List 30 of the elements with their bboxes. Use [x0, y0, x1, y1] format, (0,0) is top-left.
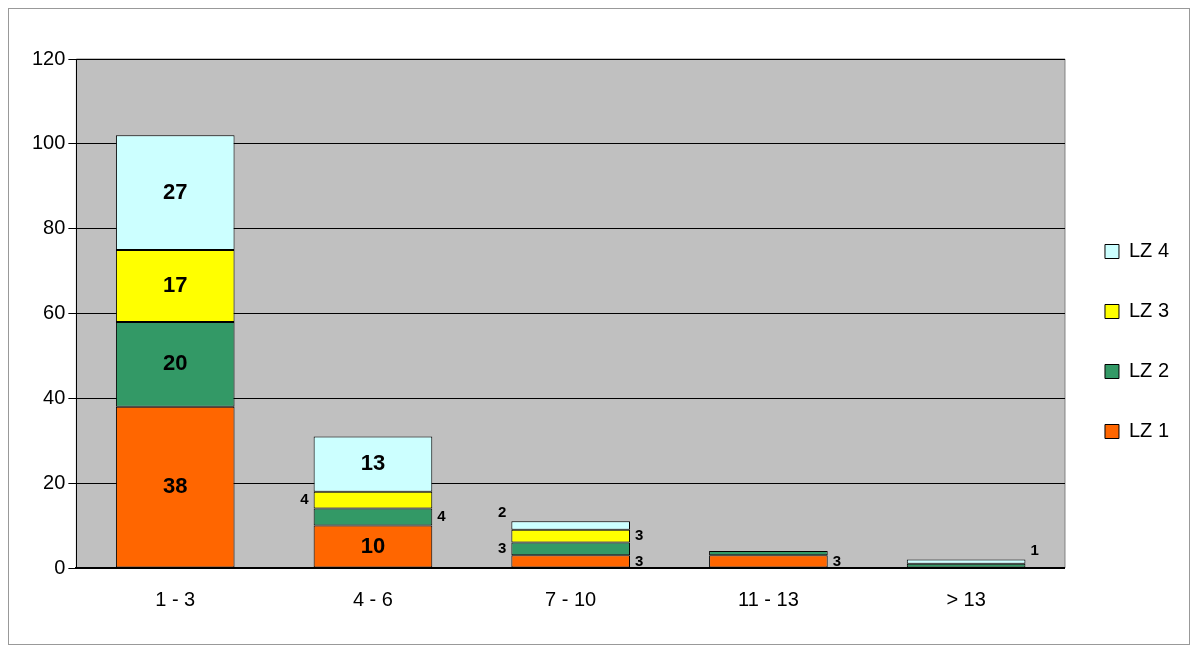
legend-label: LZ 2 — [1128, 359, 1170, 382]
x-tick-label: 4 - 6 — [352, 587, 393, 610]
x-tick-label: > 13 — [946, 587, 986, 610]
data-label: 17 — [162, 271, 188, 297]
data-label: 3 — [634, 526, 644, 544]
legend-label: LZ 3 — [1128, 299, 1170, 322]
data-label: 20 — [162, 350, 188, 376]
data-label: 3 — [832, 551, 842, 569]
x-tick-label: 1 - 3 — [155, 587, 196, 610]
y-tick-label: 120 — [31, 46, 66, 69]
y-tick-label: 80 — [43, 216, 66, 239]
data-label: 27 — [162, 178, 188, 204]
y-tick-label: 40 — [43, 385, 66, 408]
data-label: 3 — [634, 551, 644, 569]
data-label: 3 — [498, 539, 507, 557]
y-tick-label: 100 — [31, 131, 66, 154]
data-label: 1 — [1030, 541, 1039, 559]
y-tick-label: 0 — [54, 555, 66, 578]
y-tick-label: 20 — [43, 470, 66, 493]
data-label: 10 — [360, 532, 386, 558]
legend-label: LZ 4 — [1128, 239, 1170, 262]
data-label: 38 — [162, 473, 188, 499]
data-label: 13 — [360, 450, 386, 476]
x-tick-label: 7 - 10 — [545, 587, 597, 610]
x-tick-label: 11 - 13 — [738, 587, 799, 610]
y-tick-label: 60 — [43, 301, 66, 324]
data-label: 2 — [498, 502, 507, 520]
legend-label: LZ 1 — [1128, 419, 1170, 442]
data-label: 4 — [300, 490, 310, 508]
data-label: 4 — [437, 507, 447, 525]
